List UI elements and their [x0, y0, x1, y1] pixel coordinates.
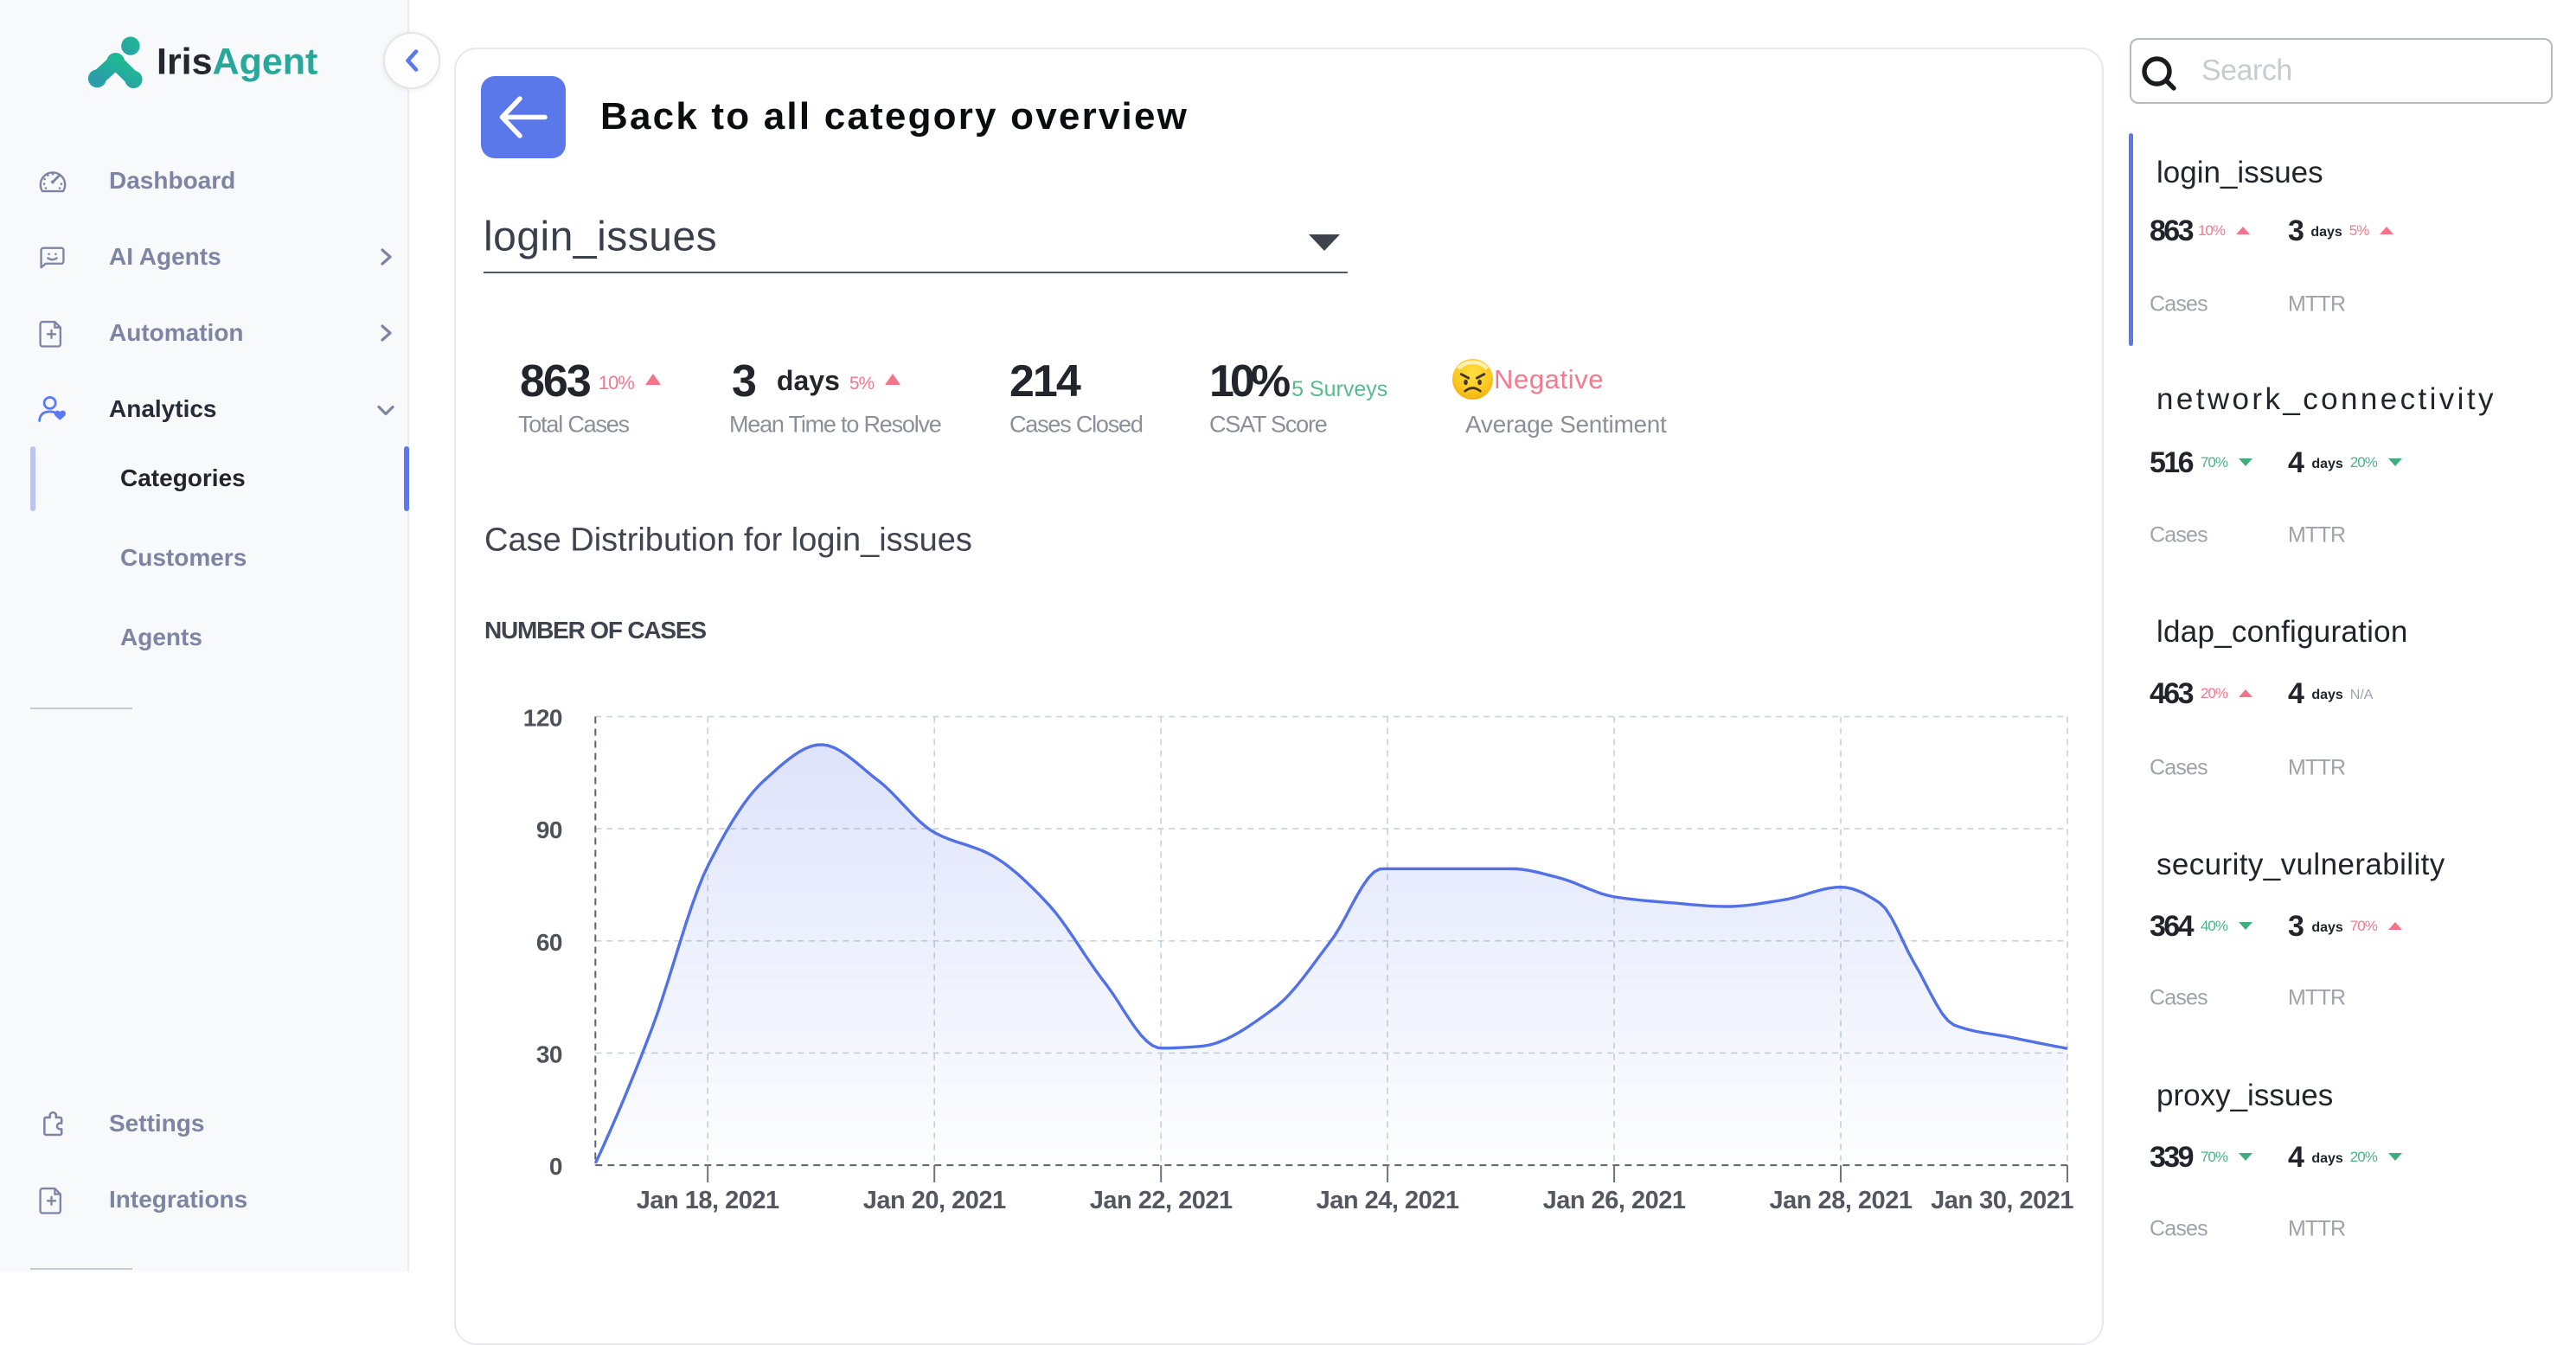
- svg-text:0: 0: [549, 1153, 562, 1180]
- svg-text:Jan 24, 2021: Jan 24, 2021: [1317, 1187, 1459, 1214]
- svg-text:120: 120: [523, 705, 562, 732]
- svg-text:Jan 28, 2021: Jan 28, 2021: [1770, 1187, 1913, 1214]
- svg-text:60: 60: [536, 929, 562, 956]
- svg-text:Jan 30, 2021: Jan 30, 2021: [1931, 1187, 2073, 1214]
- svg-text:30: 30: [536, 1041, 562, 1067]
- svg-text:Jan 22, 2021: Jan 22, 2021: [1090, 1187, 1233, 1214]
- svg-text:90: 90: [536, 817, 562, 843]
- svg-text:Jan 26, 2021: Jan 26, 2021: [1543, 1187, 1686, 1214]
- svg-text:Jan 18, 2021: Jan 18, 2021: [637, 1187, 779, 1214]
- svg-text:Jan 20, 2021: Jan 20, 2021: [863, 1187, 1006, 1214]
